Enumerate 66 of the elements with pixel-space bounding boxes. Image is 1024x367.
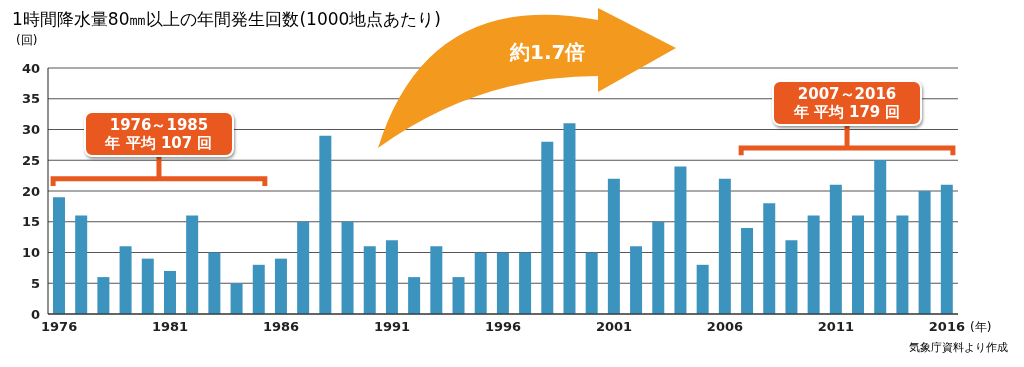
y-axis-title: (回)	[16, 32, 38, 49]
bar	[474, 252, 487, 314]
y-tick-label: 30	[21, 122, 40, 138]
y-tick-label: 35	[21, 91, 40, 107]
x-tick-label: 1991	[373, 319, 411, 335]
bar	[874, 160, 887, 314]
bar	[563, 123, 576, 314]
bar	[252, 264, 265, 314]
x-tick-label: 1986	[262, 319, 300, 335]
y-tick-label: 25	[21, 152, 40, 168]
bar	[896, 215, 909, 314]
bar	[186, 215, 199, 314]
bar	[141, 258, 154, 314]
text: 約1.7倍	[508, 38, 588, 67]
bar	[718, 178, 731, 314]
y-tick-label: 5	[30, 275, 40, 291]
bar	[385, 240, 398, 314]
bar	[53, 197, 65, 314]
bar	[763, 203, 776, 314]
bar	[585, 252, 598, 314]
bar	[163, 270, 176, 314]
annotation: 2007～2016 年 平均 179 回	[792, 84, 902, 121]
x-tick-label: 2001	[595, 319, 633, 335]
bar	[319, 135, 332, 314]
bar	[519, 252, 532, 314]
bar	[607, 178, 620, 314]
bar	[940, 184, 953, 314]
x-tick-label: 2011	[817, 319, 855, 335]
bar	[918, 191, 931, 314]
x-tick-label: 1976	[41, 319, 78, 335]
x-axis-title: (年)	[970, 319, 992, 336]
bar	[630, 246, 643, 314]
bar	[452, 277, 465, 314]
y-tick-label: 20	[21, 183, 40, 199]
bar	[297, 221, 310, 314]
bar	[741, 227, 754, 314]
bar	[75, 215, 88, 314]
y-tick-label: 0	[30, 306, 40, 322]
bar	[119, 246, 132, 314]
bar	[674, 166, 687, 314]
bar	[408, 277, 421, 314]
bar	[430, 246, 443, 314]
bar	[829, 184, 842, 314]
bar	[496, 252, 509, 314]
bar	[341, 221, 354, 314]
annotation: 1976～1985 年 平均 107 回	[104, 115, 214, 152]
bar	[274, 258, 287, 314]
bar	[541, 141, 554, 314]
bar	[785, 240, 798, 314]
bar	[807, 215, 820, 314]
bar	[852, 215, 865, 314]
y-tick-label: 15	[21, 214, 40, 230]
x-tick-label: 2016	[928, 319, 965, 335]
bar	[230, 283, 243, 314]
text: 気象庁資料より作成	[909, 340, 1008, 355]
chart-title: 1時間降水量80㎜以上の年間発生回数(1000地点あたり)	[12, 8, 441, 31]
bar	[97, 277, 110, 314]
bar	[363, 246, 376, 314]
bar	[208, 252, 221, 314]
x-tick-label: 2006	[706, 319, 744, 335]
x-tick-label: 1996	[484, 319, 522, 335]
bar	[652, 221, 665, 314]
bar	[696, 264, 709, 314]
x-tick-label: 1981	[151, 319, 189, 335]
y-tick-label: 40	[21, 60, 40, 76]
y-tick-label: 10	[21, 245, 40, 261]
